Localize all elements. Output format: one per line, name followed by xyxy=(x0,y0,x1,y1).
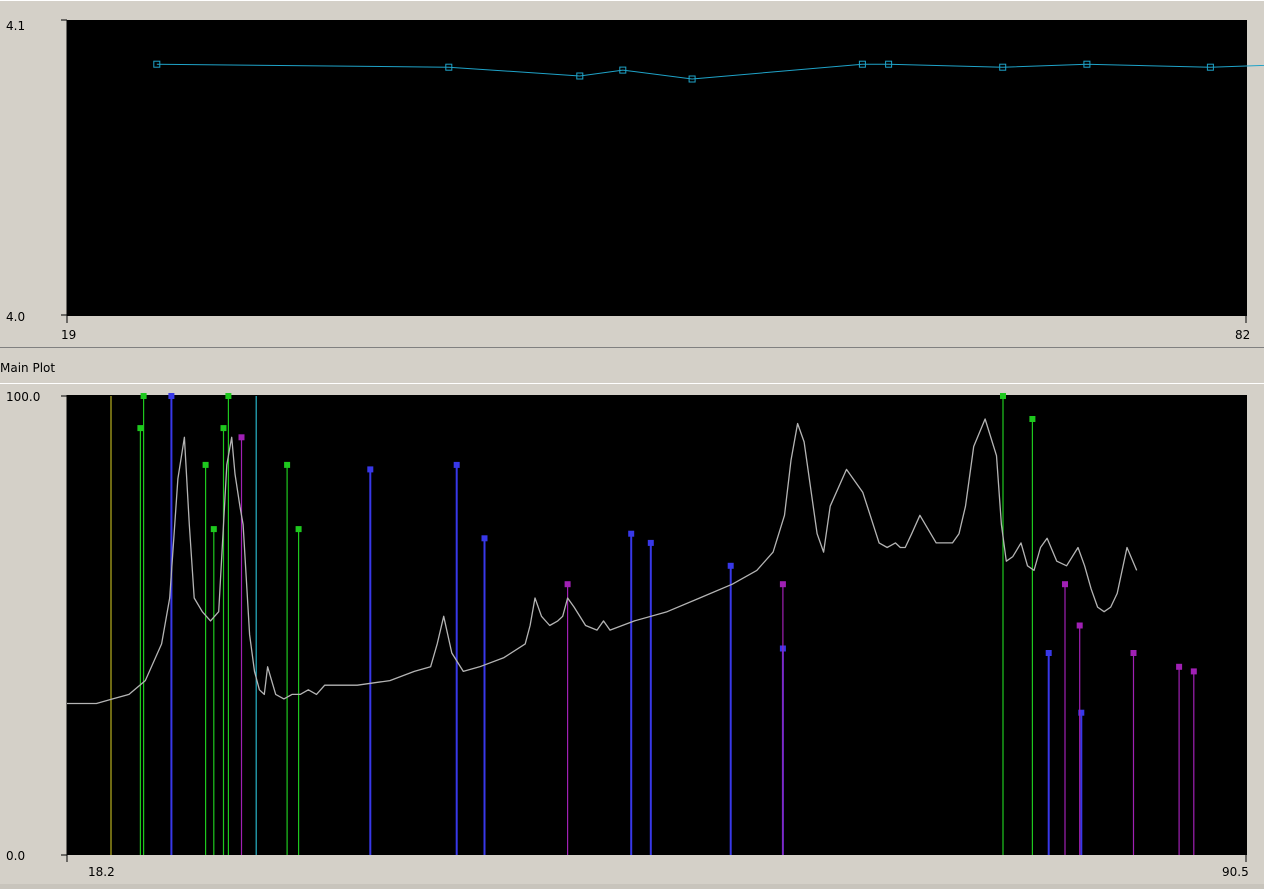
phase-marker-green[interactable] xyxy=(1029,416,1036,422)
trend-point[interactable] xyxy=(858,60,866,68)
phase-marker-green[interactable] xyxy=(220,425,227,432)
main-xtick-label-min: 18.2 xyxy=(88,865,115,879)
phase-marker-magenta[interactable] xyxy=(1130,650,1137,656)
trend-point[interactable] xyxy=(153,60,161,68)
trend-xtick-label-max: 82 xyxy=(1235,328,1250,342)
main-ytick-label-min: 0.0 xyxy=(6,849,25,863)
trend-point[interactable] xyxy=(619,66,627,74)
main-plot-area[interactable] xyxy=(67,395,1247,855)
main-ytick-label-max: 100.0 xyxy=(6,390,40,404)
phase-sticks xyxy=(110,393,1197,855)
panel-title: Main Plot xyxy=(0,361,56,375)
spectrum-line xyxy=(67,418,1138,705)
trend-point[interactable] xyxy=(1206,63,1214,71)
main-plot[interactable]: 100.0 0.0 18.2 90.5 xyxy=(6,390,1249,879)
phase-marker-green[interactable] xyxy=(210,526,217,533)
phase-marker-blue[interactable] xyxy=(481,535,488,542)
phase-marker-magenta[interactable] xyxy=(238,434,245,441)
phase-marker-magenta[interactable] xyxy=(564,581,571,588)
phase-marker-magenta[interactable] xyxy=(1076,622,1083,629)
trend-point[interactable] xyxy=(885,60,893,68)
phase-marker-blue[interactable] xyxy=(453,461,460,468)
phase-marker-green[interactable] xyxy=(202,461,209,468)
phase-marker-green[interactable] xyxy=(295,526,302,533)
phase-marker-magenta[interactable] xyxy=(1062,581,1068,588)
phase-marker-green[interactable] xyxy=(284,461,291,468)
trend-ytick-label-max: 4.1 xyxy=(6,19,25,33)
status-strip xyxy=(0,884,1264,889)
phase-marker-blue[interactable] xyxy=(727,562,734,569)
phase-marker-magenta[interactable] xyxy=(1190,668,1197,675)
trend-plot[interactable]: 4.1 4.0 19 82 xyxy=(6,19,1264,342)
phase-marker-blue[interactable] xyxy=(1045,650,1052,656)
main-xtick-label-max: 90.5 xyxy=(1222,865,1249,879)
panel-separator-highlight xyxy=(0,383,1264,384)
trend-series xyxy=(153,60,1264,83)
trend-ytick-label-min: 4.0 xyxy=(6,310,25,324)
trend-point[interactable] xyxy=(445,63,453,71)
phase-marker-green[interactable] xyxy=(1000,393,1006,399)
phase-marker-blue[interactable] xyxy=(168,393,175,399)
trend-point[interactable] xyxy=(576,72,584,80)
phase-marker-green[interactable] xyxy=(140,393,147,399)
phase-marker-green[interactable] xyxy=(225,393,232,399)
trend-xtick-label-min: 19 xyxy=(61,328,76,342)
window-top-edge xyxy=(0,0,1264,1)
trend-line xyxy=(156,63,1264,80)
phase-marker-blue[interactable] xyxy=(647,539,654,546)
trend-point[interactable] xyxy=(999,63,1007,71)
phase-marker-blue[interactable] xyxy=(628,530,635,537)
trend-point[interactable] xyxy=(1083,60,1091,68)
phase-marker-green[interactable] xyxy=(137,425,144,432)
panel-separator xyxy=(0,347,1264,348)
trend-plot-area[interactable] xyxy=(67,20,1247,316)
phase-marker-blue[interactable] xyxy=(1078,709,1085,716)
spectrum-trace xyxy=(67,418,1138,705)
trend-point[interactable] xyxy=(688,75,696,83)
phase-marker-magenta[interactable] xyxy=(1176,663,1183,670)
phase-marker-magenta[interactable] xyxy=(779,581,786,588)
phase-marker-blue[interactable] xyxy=(367,466,374,473)
